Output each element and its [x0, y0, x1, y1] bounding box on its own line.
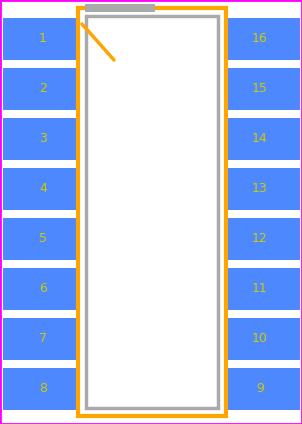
Text: 1: 1 [39, 33, 47, 45]
Bar [3, 368, 83, 410]
Text: 16: 16 [252, 33, 268, 45]
Text: 13: 13 [252, 182, 268, 195]
Bar [220, 318, 300, 360]
Bar [220, 118, 300, 160]
Text: 6: 6 [39, 282, 47, 296]
Text: 3: 3 [39, 132, 47, 145]
Text: 8: 8 [39, 382, 47, 396]
Bar [86, 16, 218, 408]
Bar [220, 268, 300, 310]
Bar [220, 218, 300, 260]
Bar [3, 68, 83, 110]
Text: 11: 11 [252, 282, 268, 296]
Text: 7: 7 [39, 332, 47, 346]
Bar [3, 268, 83, 310]
Bar [78, 8, 226, 416]
Text: 2: 2 [39, 83, 47, 95]
Bar [220, 168, 300, 210]
Text: 14: 14 [252, 132, 268, 145]
Text: 4: 4 [39, 182, 47, 195]
Text: 9: 9 [256, 382, 264, 396]
Bar [220, 368, 300, 410]
Text: 5: 5 [39, 232, 47, 245]
Bar [220, 18, 300, 60]
Text: 10: 10 [252, 332, 268, 346]
Bar [85, 4, 155, 12]
Bar [3, 18, 83, 60]
Bar [3, 318, 83, 360]
Text: 15: 15 [252, 83, 268, 95]
Bar [3, 218, 83, 260]
Bar [3, 118, 83, 160]
Bar [220, 68, 300, 110]
Text: 12: 12 [252, 232, 268, 245]
Bar [3, 168, 83, 210]
